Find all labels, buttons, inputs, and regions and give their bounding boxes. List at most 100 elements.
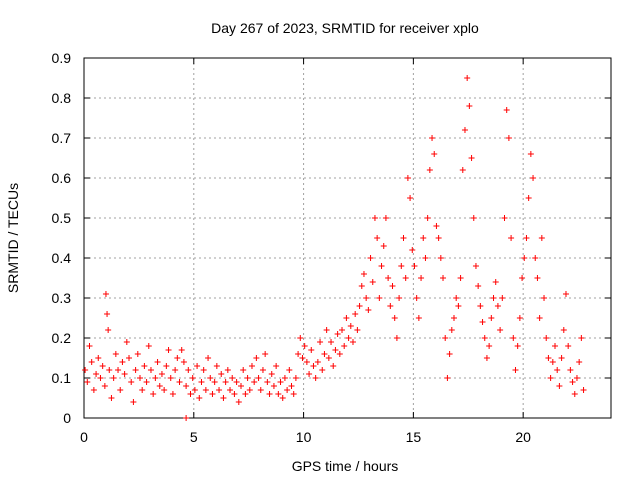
data-point <box>306 371 313 377</box>
data-point <box>310 363 317 369</box>
data-point <box>198 379 205 385</box>
data-point <box>143 379 150 385</box>
data-point <box>165 347 172 353</box>
y-tick-label: 0.5 <box>52 210 72 226</box>
data-point <box>382 215 389 221</box>
data-point <box>560 327 567 333</box>
data-point <box>334 331 341 337</box>
data-point <box>205 355 212 361</box>
data-point <box>229 375 236 381</box>
data-point <box>84 379 91 385</box>
data-point <box>547 375 554 381</box>
data-point <box>270 383 277 389</box>
data-point <box>99 363 106 369</box>
data-point <box>486 343 493 349</box>
data-point <box>238 383 245 389</box>
x-tick-label: 15 <box>406 429 422 445</box>
data-point <box>552 343 559 349</box>
data-point <box>352 311 359 317</box>
data-point <box>499 295 506 301</box>
data-point <box>213 363 220 369</box>
data-point <box>126 355 133 361</box>
data-point <box>176 379 183 385</box>
data-point <box>525 195 532 201</box>
data-point <box>393 335 400 341</box>
data-point <box>415 315 422 321</box>
data-point <box>345 335 352 341</box>
data-point <box>150 391 157 397</box>
data-point <box>200 367 207 373</box>
data-point <box>319 367 326 373</box>
data-point <box>437 255 444 261</box>
data-point <box>242 391 249 397</box>
data-point <box>105 327 112 333</box>
data-point <box>255 375 262 381</box>
data-point <box>510 335 517 341</box>
data-point <box>409 247 416 253</box>
data-point <box>281 375 288 381</box>
data-point <box>145 343 152 349</box>
data-point <box>167 375 174 381</box>
data-point <box>398 263 405 269</box>
data-point <box>231 391 238 397</box>
data-point <box>391 315 398 321</box>
data-point <box>112 351 119 357</box>
data-point <box>288 383 295 389</box>
y-tick-label: 0 <box>63 410 71 426</box>
data-point <box>523 235 530 241</box>
y-tick-label: 0.4 <box>52 250 72 266</box>
data-point <box>343 315 350 321</box>
data-point <box>413 295 420 301</box>
data-point <box>321 351 328 357</box>
data-points <box>82 75 587 421</box>
data-point <box>90 387 97 393</box>
data-point <box>101 383 108 389</box>
x-tick-label: 20 <box>515 429 531 445</box>
data-point <box>325 355 332 361</box>
data-point <box>136 375 143 381</box>
data-point <box>108 395 115 401</box>
data-point <box>464 75 471 81</box>
data-point <box>365 307 372 313</box>
data-point <box>508 235 515 241</box>
data-point <box>569 379 576 385</box>
data-point <box>411 263 418 269</box>
data-point <box>424 215 431 221</box>
data-point <box>147 367 154 373</box>
data-point <box>248 363 255 369</box>
data-point <box>161 387 168 393</box>
data-point <box>117 387 124 393</box>
data-point <box>209 391 216 397</box>
data-point <box>497 327 504 333</box>
data-point <box>339 327 346 333</box>
data-point <box>154 359 161 365</box>
data-point <box>172 367 179 373</box>
data-point <box>121 371 128 377</box>
data-point <box>262 351 269 357</box>
data-point <box>519 275 526 281</box>
data-point <box>483 355 490 361</box>
data-point <box>367 255 374 261</box>
data-point <box>442 335 449 341</box>
data-point <box>308 347 315 353</box>
data-point <box>556 383 563 389</box>
data-point <box>240 367 247 373</box>
data-point <box>400 235 407 241</box>
data-point <box>139 387 146 393</box>
y-axis-label: SRMTID / TECUs <box>5 183 21 293</box>
data-point <box>538 235 545 241</box>
grid-lines <box>84 58 611 418</box>
data-point <box>277 379 284 385</box>
data-point <box>284 387 291 393</box>
data-point <box>235 399 242 405</box>
data-point <box>521 255 528 261</box>
data-point <box>453 295 460 301</box>
data-point <box>404 175 411 181</box>
data-point <box>178 347 185 353</box>
data-point <box>130 399 137 405</box>
data-point <box>97 375 104 381</box>
data-point <box>479 319 486 325</box>
data-point <box>156 383 163 389</box>
y-tick-label: 0.3 <box>52 290 72 306</box>
